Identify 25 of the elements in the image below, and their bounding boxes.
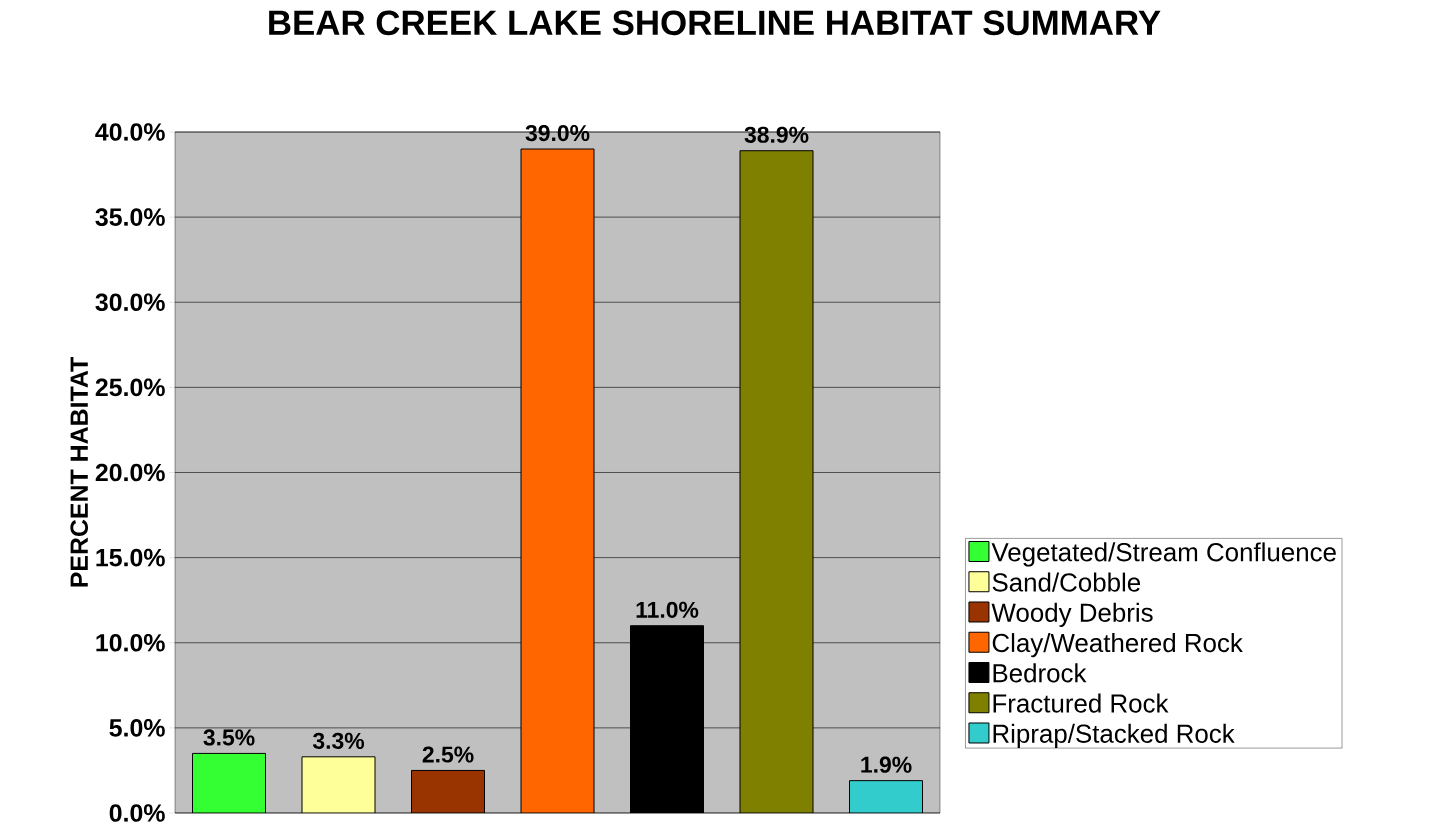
legend-label: Bedrock — [993, 663, 1087, 683]
data-label: 3.5% — [203, 729, 255, 746]
y-tick-label: 5.0% — [109, 719, 165, 737]
data-label: 11.0% — [636, 601, 699, 618]
legend-label: Vegetated/Stream Confluence — [991, 542, 1336, 567]
legend-label: Clay/Weathered Rock — [992, 633, 1243, 658]
legend-label: Woody Debris — [991, 602, 1153, 628]
legend-label: Sand/Cobble — [992, 572, 1141, 592]
y-tick-label: 20.0% — [95, 463, 165, 482]
y-tick-label: 10.0% — [96, 633, 165, 652]
y-tick-label: 40.0% — [95, 123, 165, 141]
data-label: 3.3% — [312, 732, 365, 749]
y-tick-label: 15.0% — [96, 548, 165, 567]
data-label: 39.0% — [525, 124, 590, 142]
y-tick-label: 35.0% — [95, 208, 165, 226]
y-tick-label: 30.0% — [95, 293, 165, 312]
legend-label: Riprap/Stacked Rock — [993, 723, 1235, 748]
y-tick-label: 25.0% — [95, 378, 165, 397]
y-tick-label: 0.0% — [109, 804, 165, 822]
chart-title: BEAR CREEK LAKE SHORELINE HABITAT SUMMARY — [269, 10, 1161, 36]
data-label: 38.9% — [744, 126, 809, 143]
legend-label: Fractured Rock — [993, 693, 1169, 713]
data-label: 1.9% — [861, 756, 912, 773]
y-axis-title: PERCENT HABITAT — [70, 357, 89, 587]
data-label: 2.5% — [422, 746, 474, 763]
